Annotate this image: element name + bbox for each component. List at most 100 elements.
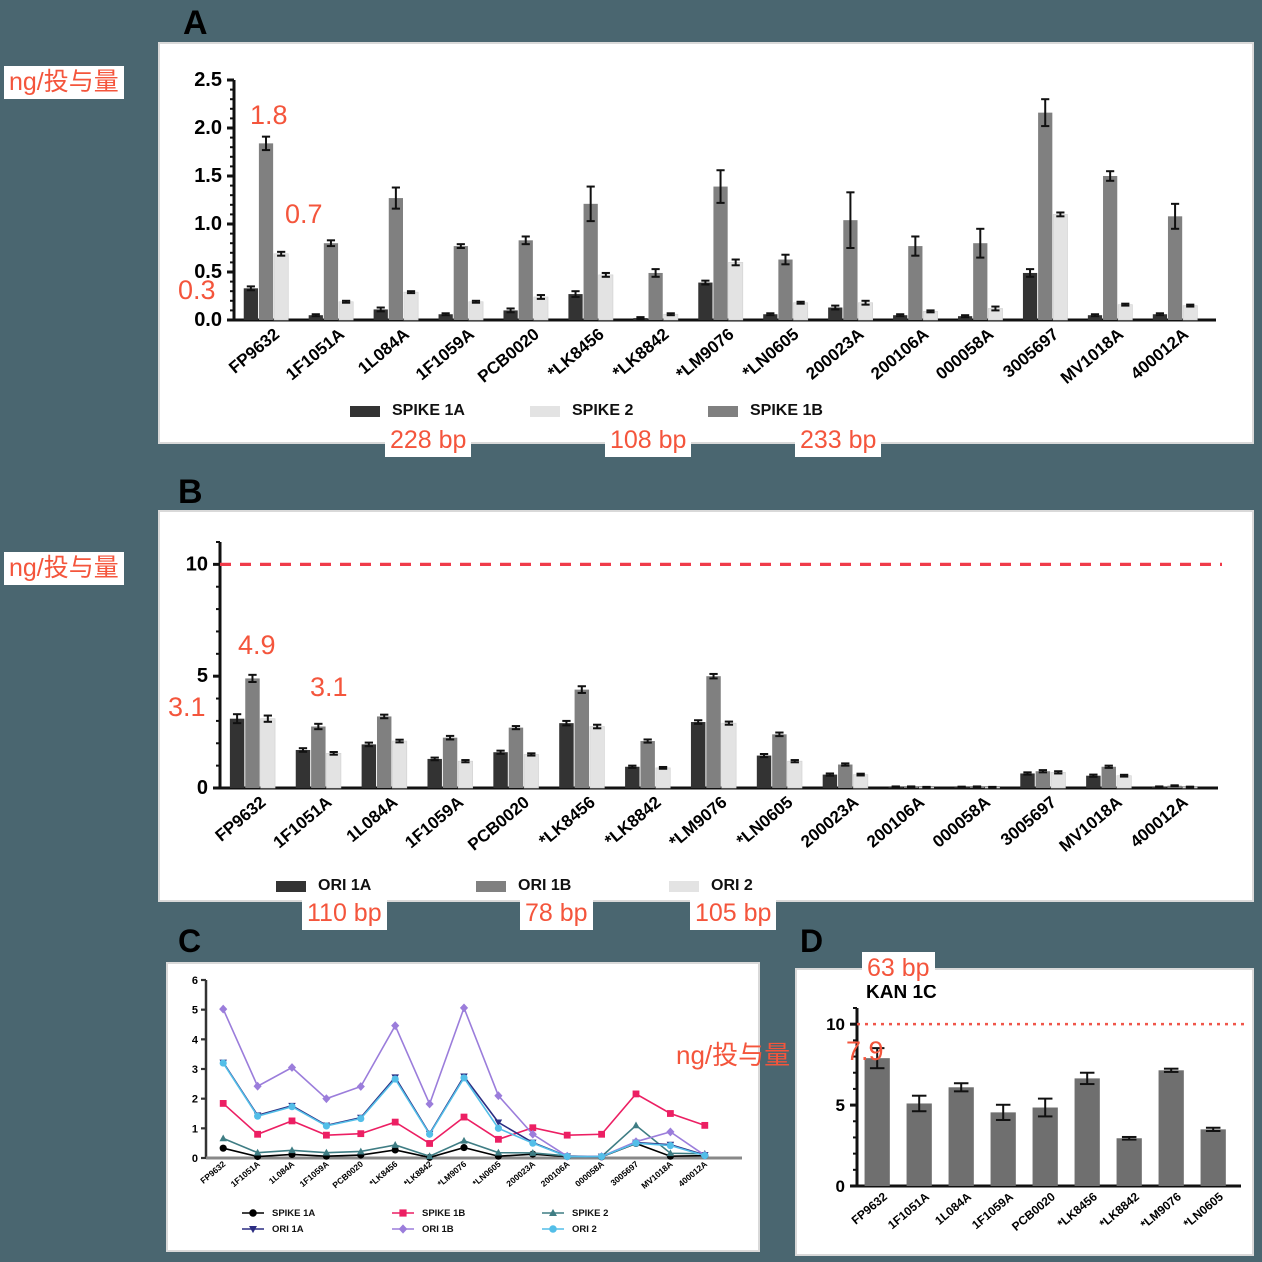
svg-text:4: 4 — [192, 1034, 199, 1046]
legend-swatch-ori-2 — [669, 880, 699, 892]
panel-b-bp-78: 78 bp — [520, 897, 593, 930]
bar-group — [311, 722, 326, 788]
legend-item-ori-1b: ORI 1B — [476, 877, 669, 895]
bar-group — [1052, 211, 1068, 321]
x-tick-label: PCB0020 — [464, 793, 533, 855]
bar-group — [1022, 268, 1038, 320]
svg-text:0.5: 0.5 — [194, 261, 222, 283]
panel-d-title: KAN 1C — [866, 982, 937, 1003]
bar-group — [229, 713, 245, 788]
bar-group — [361, 741, 377, 788]
bar-group — [853, 772, 869, 789]
bar-group — [493, 749, 508, 788]
bar-group — [442, 734, 458, 788]
bar-group — [984, 785, 1000, 789]
svg-text:6: 6 — [192, 975, 198, 987]
svg-text:2: 2 — [192, 1094, 198, 1106]
x-tick-label: 200023A — [797, 793, 862, 852]
bar-group — [756, 753, 772, 788]
x-tick-label: *LK8456 — [367, 1159, 399, 1188]
x-tick-label: 400012A — [1127, 793, 1192, 852]
panel-b-card — [158, 510, 1254, 902]
bar-group — [1050, 770, 1066, 789]
bar-group — [308, 313, 323, 320]
bar-group — [1038, 98, 1053, 320]
panel-a-annotation-1p8: 1.8 — [250, 100, 288, 130]
panel-d-plot: 0 5 10 FP9632 1F1051A 1L084A 1F1059A PCB0020 *LK… — [795, 968, 1254, 1256]
legend-label: SPIKE 1B — [422, 1208, 465, 1219]
bar-group — [843, 191, 858, 320]
bar-group — [1200, 1126, 1226, 1186]
legend-label: SPIKE 1A — [272, 1208, 315, 1219]
x-tick-label: 200106A — [539, 1159, 572, 1189]
bar-group — [698, 279, 713, 320]
bar-group — [1167, 784, 1182, 788]
bar-group — [690, 719, 706, 788]
x-tick-label: 400012A — [676, 1159, 709, 1189]
x-tick-label: 200023A — [504, 1159, 537, 1189]
legend-label-ori-2: ORI 2 — [711, 877, 753, 894]
bar-group — [1035, 769, 1051, 788]
bar-group — [858, 299, 873, 321]
bar-group — [1116, 773, 1132, 789]
svg-text:10: 10 — [186, 553, 208, 575]
bar-group — [903, 785, 919, 789]
bar-group — [243, 285, 258, 320]
bar-group — [589, 723, 605, 789]
panel-b-bp-105: 105 bp — [690, 897, 777, 930]
panel-b-annotation-3p1-right: 3.1 — [310, 672, 348, 702]
bar-group — [793, 300, 809, 321]
panel-a-plot: 0.0 0.5 1.0 1.5 2.0 2.5 FP9632 1F1051A 1L084A 1F1… — [158, 42, 1254, 444]
bar-group — [906, 1094, 932, 1186]
legend-label-spike-1b: SPIKE 1B — [750, 402, 823, 419]
legend-item-ori-1a: ORI 1A — [276, 877, 476, 895]
bar-group — [508, 725, 524, 788]
x-tick-label: FP9632 — [212, 793, 270, 846]
panel-a-bp-233: 233 bp — [795, 424, 882, 457]
legend-swatch-ori-1a — [276, 880, 306, 892]
bar-group — [258, 135, 274, 320]
x-tick-label: 1L084A — [267, 1159, 297, 1186]
panel-a-card — [158, 42, 1254, 444]
bar-group — [1117, 302, 1133, 321]
bar-group — [1152, 312, 1168, 320]
bar-group — [721, 720, 737, 789]
panel-b-annotation-4p9: 4.9 — [238, 630, 276, 660]
x-tick-label: PCB0020 — [474, 325, 543, 387]
x-tick-label: 1L084A — [343, 793, 402, 846]
legend-item-spike-1b: SPIKE 1B — [708, 402, 823, 420]
bar-group — [388, 186, 403, 320]
bar-group — [787, 759, 803, 789]
bar-group — [990, 1103, 1016, 1186]
bar-group — [574, 685, 590, 788]
x-tick-label: *LM9076 — [673, 325, 738, 384]
bar-group — [1103, 170, 1118, 320]
bar-group — [583, 185, 598, 320]
bar-group — [1101, 764, 1116, 788]
panel-a-bp-228: 228 bp — [385, 424, 472, 457]
legend-label-ori-1a: ORI 1A — [318, 877, 372, 894]
line-series — [222, 1005, 706, 1158]
bar-group — [1032, 1097, 1058, 1186]
bar-group — [468, 299, 484, 321]
bar-group — [273, 250, 289, 321]
bar-group — [503, 307, 518, 320]
bar-group — [948, 1082, 974, 1186]
legend-label: ORI 1B — [422, 1224, 454, 1235]
bar-group — [713, 169, 728, 320]
x-tick-label: 3005697 — [999, 325, 1062, 382]
x-tick-label: *LK8456 — [544, 325, 608, 383]
x-tick-label: 1F1051A — [229, 1159, 262, 1189]
bar-group — [778, 253, 793, 320]
bar-group — [427, 756, 442, 788]
bar-group — [1020, 771, 1035, 788]
bar-group — [633, 316, 648, 321]
x-tick-label: 000058A — [929, 793, 994, 852]
x-tick-label: *LK8456 — [535, 793, 599, 851]
x-tick-label: 200023A — [802, 325, 867, 384]
bar-group — [1167, 202, 1183, 320]
x-tick-label: 000058A — [932, 325, 997, 384]
panel-d-bp-63: 63 bp — [862, 952, 935, 985]
bar-group — [663, 312, 679, 321]
bar-group — [828, 304, 843, 320]
